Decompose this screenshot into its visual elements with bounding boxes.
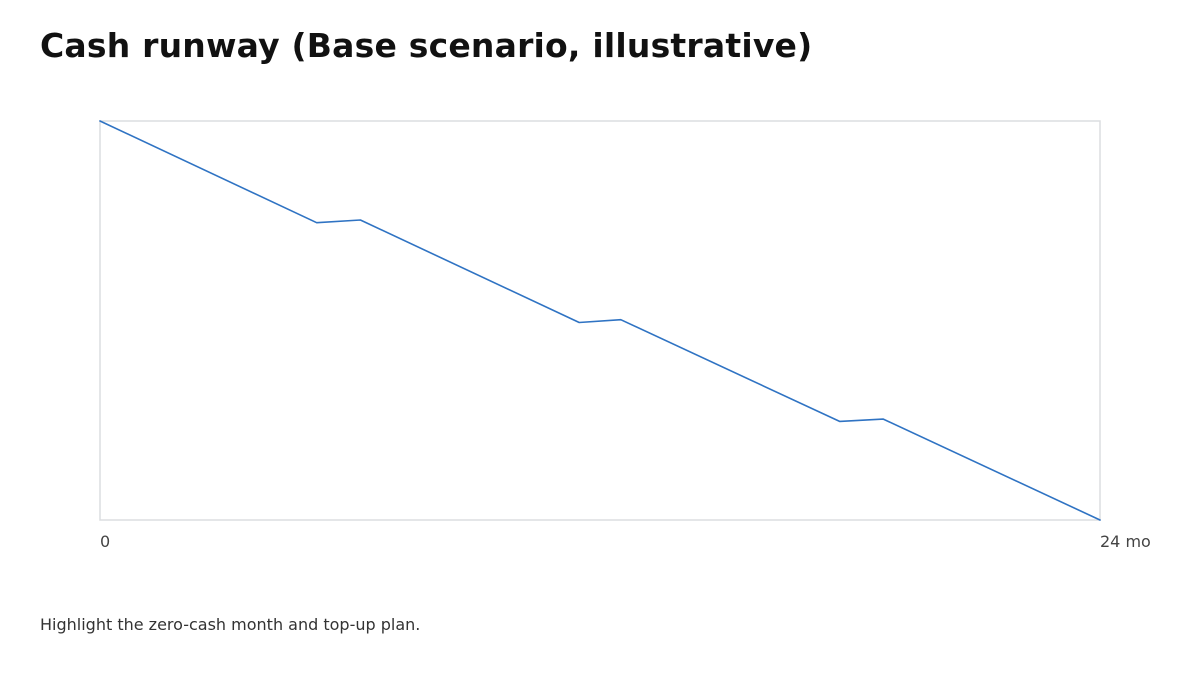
plot-frame [99,120,1101,521]
chart-title: Cash runway (Base scenario, illustrative… [40,26,813,65]
cash-series-line [99,120,1101,521]
x-axis-ticks: 0 24 mo [100,532,1151,551]
x-tick-label-0: 0 [100,532,110,551]
footnote: Highlight the zero-cash month and top-up… [40,615,421,634]
x-tick-label-1: 24 mo [1100,532,1151,551]
